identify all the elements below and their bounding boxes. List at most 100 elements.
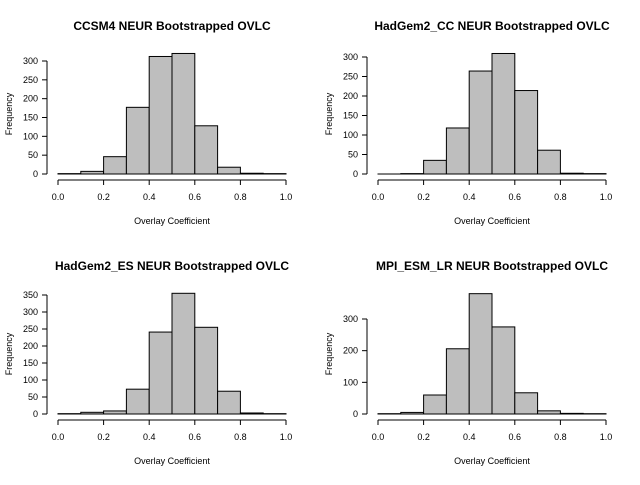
x-axis-label: Overlay Coefficient: [134, 456, 210, 466]
histogram-bar: [240, 413, 263, 414]
histogram-bar: [172, 293, 195, 414]
histogram-bar: [172, 53, 195, 174]
y-tick-label: 350: [23, 290, 38, 300]
histogram-bar: [492, 327, 515, 414]
histogram-hadgem2-cc: HadGem2_CC NEUR Bootstrapped OVLC 0 50 100 1…: [320, 0, 640, 240]
y-tick-label: 0: [353, 169, 358, 179]
y-tick-label: 200: [343, 91, 358, 101]
histogram-panel-ccsm4: CCSM4 NEUR Bootstrapped OVLC 0 50 100 150 200…: [0, 0, 320, 240]
x-axis-label: Overlay Coefficient: [454, 456, 530, 466]
histogram-bar: [81, 171, 104, 174]
histogram-panel-hadgem2-es: HadGem2_ES NEUR Bootstrapped OVLC 0 50 100 1…: [0, 240, 320, 480]
y-tick-label: 50: [348, 150, 358, 160]
histogram-bar: [560, 413, 583, 414]
x-tick-label: 0.2: [417, 432, 430, 442]
x-tick-label: 0.4: [463, 192, 476, 202]
x-tick-label: 0.6: [189, 432, 202, 442]
histogram-bar: [469, 71, 492, 174]
histogram-bar: [81, 412, 104, 414]
y-tick-label: 300: [343, 52, 358, 62]
x-tick-label: 0.4: [143, 432, 156, 442]
y-tick-label: 200: [23, 341, 38, 351]
y-tick-label: 50: [28, 392, 38, 402]
y-tick-label: 150: [23, 113, 38, 123]
y-tick-label: 300: [343, 314, 358, 324]
y-tick-label: 100: [343, 377, 358, 387]
histogram-bar: [149, 332, 172, 414]
histogram-bar: [195, 327, 218, 414]
x-tick-label: 1.0: [600, 192, 613, 202]
x-tick-label: 0.0: [52, 432, 65, 442]
histogram-bar: [424, 160, 447, 174]
histogram-bar: [104, 411, 127, 414]
histogram-panel-hadgem2-cc: HadGem2_CC NEUR Bootstrapped OVLC 0 50 100 1…: [320, 0, 640, 240]
x-tick-label: 0.8: [554, 192, 567, 202]
y-tick-label: 50: [28, 150, 38, 160]
histogram-bar: [218, 391, 241, 414]
x-tick-label: 0.0: [52, 192, 65, 202]
y-tick-label: 100: [23, 375, 38, 385]
y-tick-label: 150: [23, 358, 38, 368]
histogram-bar: [560, 173, 583, 174]
x-tick-label: 0.6: [509, 432, 522, 442]
x-tick-label: 0.4: [463, 432, 476, 442]
histogram-bar: [515, 91, 538, 174]
histogram-ccsm4: CCSM4 NEUR Bootstrapped OVLC 0 50 100 150 200…: [0, 0, 320, 240]
histogram-bar: [424, 395, 447, 414]
histogram-bar: [492, 53, 515, 174]
histogram-bar: [104, 157, 127, 174]
x-tick-label: 1.0: [280, 432, 293, 442]
y-tick-label: 100: [343, 130, 358, 140]
chart-title: CCSM4 NEUR Bootstrapped OVLC: [73, 19, 271, 33]
y-tick-label: 250: [23, 324, 38, 334]
histogram-bar: [240, 173, 263, 174]
y-tick-label: 0: [33, 169, 38, 179]
histogram-bar: [401, 412, 424, 414]
y-tick-label: 100: [23, 131, 38, 141]
x-tick-label: 0.2: [97, 192, 110, 202]
x-tick-label: 1.0: [600, 432, 613, 442]
x-tick-label: 0.6: [509, 192, 522, 202]
y-tick-label: 250: [23, 75, 38, 85]
chart-title: MPI_ESM_LR NEUR Bootstrapped OVLC: [376, 259, 608, 273]
histogram-bar: [538, 150, 561, 174]
x-tick-label: 0.8: [234, 192, 247, 202]
y-tick-label: 250: [343, 72, 358, 82]
histogram-bar: [446, 349, 469, 414]
histogram-bar: [469, 294, 492, 414]
histogram-bar: [126, 389, 149, 414]
y-tick-label: 300: [23, 56, 38, 66]
histogram-bar: [446, 128, 469, 174]
y-tick-label: 150: [343, 111, 358, 121]
histogram-hadgem2-es: HadGem2_ES NEUR Bootstrapped OVLC 0 50 100 1…: [0, 240, 320, 480]
x-tick-label: 1.0: [280, 192, 293, 202]
histogram-bar: [149, 56, 172, 174]
x-tick-label: 0.4: [143, 192, 156, 202]
histogram-bar: [218, 167, 241, 174]
x-axis-label: Overlay Coefficient: [454, 216, 530, 226]
histogram-bar: [126, 107, 149, 174]
chart-title: HadGem2_ES NEUR Bootstrapped OVLC: [55, 259, 289, 273]
y-tick-label: 0: [353, 409, 358, 419]
x-tick-label: 0.8: [234, 432, 247, 442]
x-tick-label: 0.2: [97, 432, 110, 442]
x-tick-label: 0.0: [372, 432, 385, 442]
y-tick-label: 200: [23, 94, 38, 104]
histogram-bar: [195, 126, 218, 174]
y-axis-label: Frequency: [4, 92, 14, 135]
histogram-bar: [515, 393, 538, 414]
y-axis-label: Frequency: [324, 332, 334, 375]
histogram-bar: [538, 411, 561, 414]
x-axis-label: Overlay Coefficient: [134, 216, 210, 226]
histogram-panel-mpi-esm-lr: MPI_ESM_LR NEUR Bootstrapped OVLC 0 100 200…: [320, 240, 640, 480]
y-axis-label: Frequency: [4, 332, 14, 375]
chart-title: HadGem2_CC NEUR Bootstrapped OVLC: [374, 19, 610, 33]
y-tick-label: 300: [23, 307, 38, 317]
y-tick-label: 0: [33, 409, 38, 419]
y-tick-label: 200: [343, 346, 358, 356]
x-tick-label: 0.0: [372, 192, 385, 202]
y-axis-label: Frequency: [324, 92, 334, 135]
x-tick-label: 0.8: [554, 432, 567, 442]
histogram-mpi-esm-lr: MPI_ESM_LR NEUR Bootstrapped OVLC 0 100 200…: [320, 240, 640, 480]
